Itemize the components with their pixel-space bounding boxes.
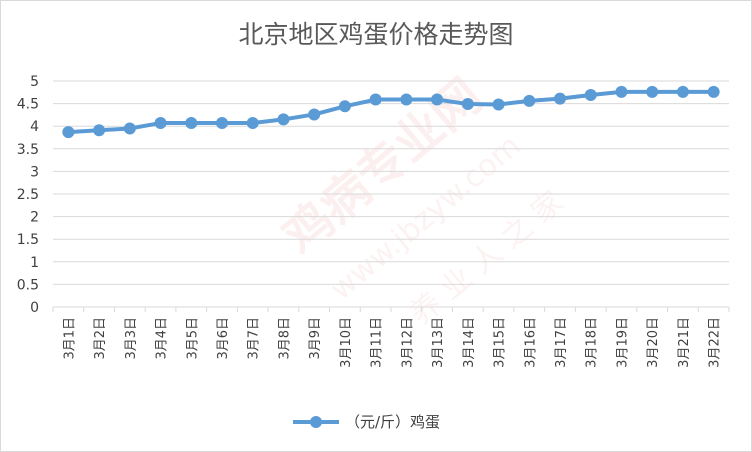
x-tick-label: 3月13日 bbox=[431, 317, 446, 368]
x-tick-label: 3月6日 bbox=[216, 317, 231, 360]
legend-label: （元/斤）鸡蛋 bbox=[345, 413, 440, 431]
x-tick-label: 3月15日 bbox=[493, 317, 508, 368]
y-tick-label: 3.5 bbox=[17, 142, 39, 158]
chart-title: 北京地区鸡蛋价格走势图 bbox=[238, 20, 513, 49]
x-tick-label: 3月16日 bbox=[523, 317, 538, 368]
data-point bbox=[338, 100, 351, 113]
y-tick-label: 3 bbox=[30, 164, 39, 180]
data-point bbox=[369, 93, 382, 106]
data-point bbox=[584, 89, 597, 102]
x-tick-label: 3月18日 bbox=[585, 317, 600, 368]
x-tick-label: 3月3日 bbox=[124, 317, 139, 360]
x-tick-label: 3月22日 bbox=[708, 317, 723, 368]
x-tick-label: 3月9日 bbox=[308, 317, 323, 360]
x-tick-label: 3月7日 bbox=[247, 317, 262, 360]
y-tick-label: 0 bbox=[30, 300, 39, 316]
data-point bbox=[646, 85, 659, 98]
y-tick-label: 4.5 bbox=[17, 97, 39, 113]
x-tick-label: 3月21日 bbox=[677, 317, 692, 368]
y-tick-label: 4 bbox=[30, 119, 39, 135]
data-point bbox=[62, 126, 75, 139]
y-tick-label: 1 bbox=[30, 255, 39, 271]
y-tick-label: 2.5 bbox=[17, 187, 39, 203]
y-tick-label: 1.5 bbox=[17, 232, 39, 248]
x-tick-label: 3月1日 bbox=[62, 317, 77, 360]
legend-marker bbox=[310, 416, 322, 428]
data-point bbox=[492, 98, 505, 111]
data-point bbox=[400, 93, 413, 106]
series-group bbox=[62, 85, 720, 139]
data-point bbox=[554, 92, 566, 105]
y-axis-ticks: 0 0.5 1 1.5 2 2.5 3 3.5 4 4.5 5 bbox=[17, 74, 39, 316]
x-tick-label: 3月4日 bbox=[155, 317, 170, 360]
data-point bbox=[431, 93, 444, 106]
data-point bbox=[185, 117, 198, 130]
x-tick-label: 3月20日 bbox=[646, 317, 661, 368]
data-point bbox=[615, 85, 628, 98]
data-point bbox=[154, 117, 167, 130]
data-point bbox=[707, 85, 720, 98]
x-tick-label: 3月2日 bbox=[93, 317, 108, 360]
legend: （元/斤）鸡蛋 bbox=[293, 413, 440, 431]
data-point bbox=[461, 98, 474, 111]
y-tick-label: 0.5 bbox=[17, 277, 39, 293]
x-tick-label: 3月8日 bbox=[277, 317, 292, 360]
x-tick-label: 3月12日 bbox=[400, 317, 415, 368]
y-tick-label: 2 bbox=[30, 210, 39, 226]
x-tick-label: 3月14日 bbox=[462, 317, 477, 368]
x-tick-label: 3月11日 bbox=[370, 317, 385, 368]
data-point bbox=[523, 94, 536, 107]
grid bbox=[52, 80, 730, 312]
x-tick-label: 3月10日 bbox=[339, 317, 354, 368]
data-point bbox=[676, 85, 689, 98]
data-point bbox=[308, 108, 321, 121]
x-tick-label: 3月5日 bbox=[185, 317, 200, 360]
data-point bbox=[216, 117, 228, 130]
x-tick-label: 3月19日 bbox=[615, 317, 630, 368]
data-point bbox=[93, 124, 106, 137]
data-point bbox=[123, 122, 136, 135]
x-tick-label: 3月17日 bbox=[554, 317, 569, 368]
data-point bbox=[277, 113, 290, 126]
series-line bbox=[68, 89, 714, 135]
watermark: 鸡病专业网 www.jbzyw.com 养 业 人 之 家 bbox=[273, 68, 571, 332]
x-axis-ticks: 3月1日 3月2日 3月3日 3月4日 3月5日 3月6日 3月7日 3月8日 3月9日 3月10… bbox=[62, 317, 722, 368]
y-tick-label: 5 bbox=[30, 74, 39, 90]
data-point bbox=[246, 117, 259, 130]
